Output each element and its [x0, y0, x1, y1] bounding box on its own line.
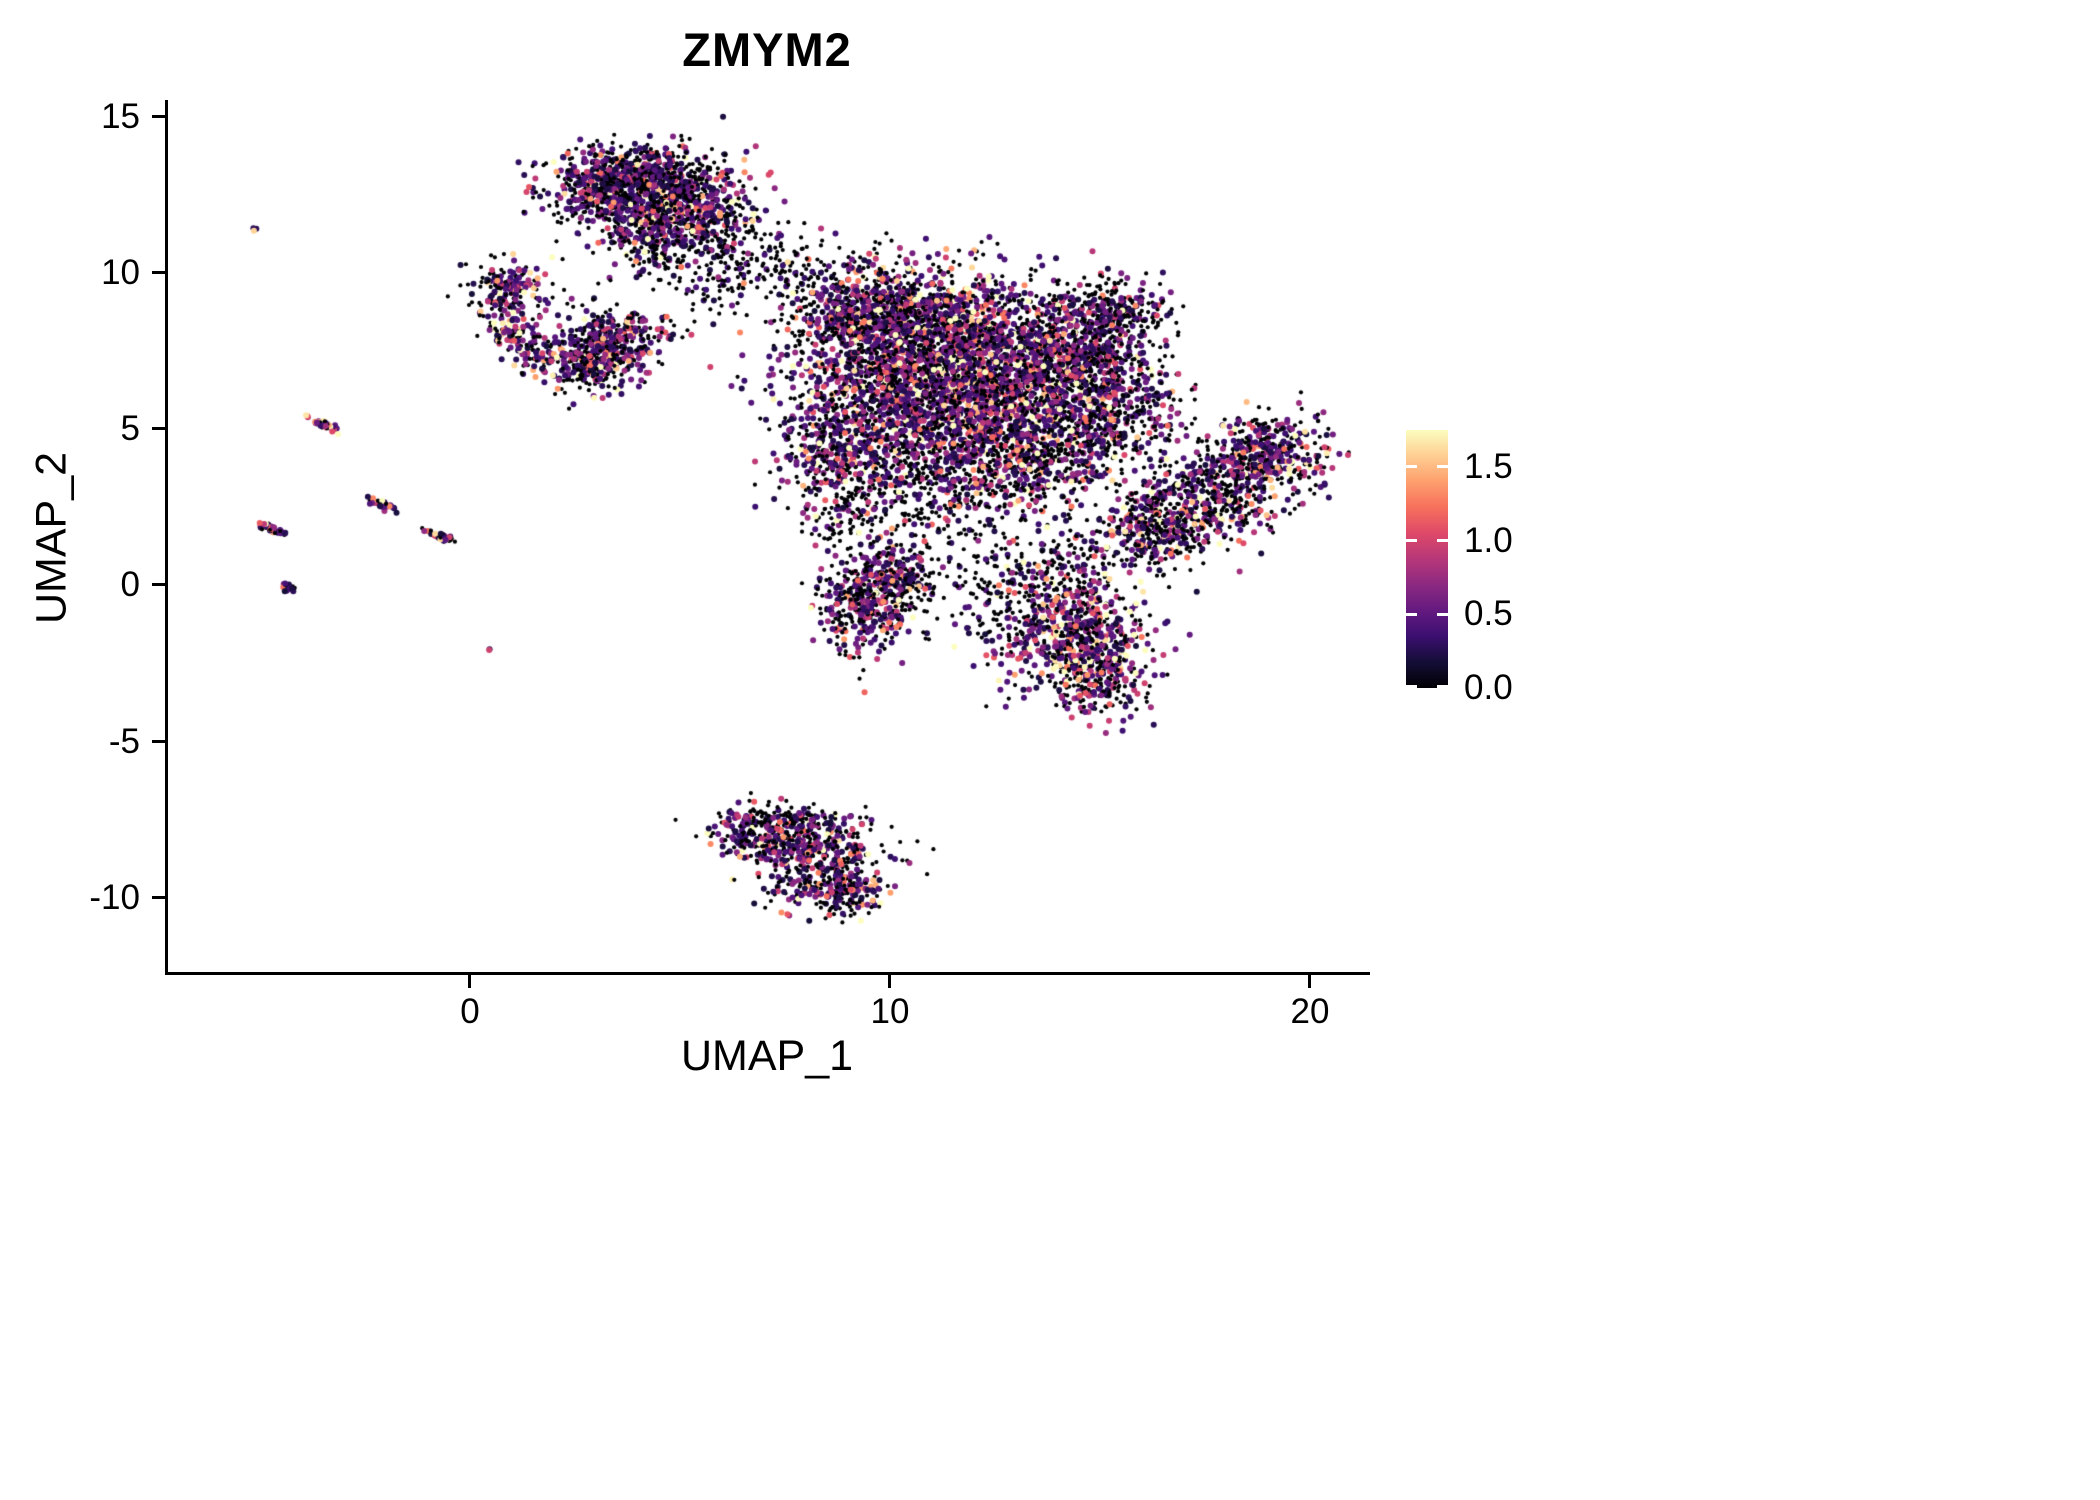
colorbar-tick-label: 0.0: [1464, 668, 1513, 707]
y-tick-mark: [152, 740, 165, 743]
y-tick-label: 10: [101, 253, 140, 292]
y-tick-label: 0: [120, 565, 140, 604]
y-tick-mark: [152, 427, 165, 430]
colorbar-tick-mark: [1406, 684, 1417, 688]
colorbar-tick-label: 1.0: [1464, 521, 1513, 560]
scatter-canvas: [167, 100, 1372, 975]
y-tick-mark: [152, 115, 165, 118]
colorbar-legend: [1406, 430, 1448, 688]
y-tick-label: 15: [101, 97, 140, 136]
colorbar-tick-label: 1.5: [1464, 447, 1513, 486]
y-tick-label: -10: [89, 878, 140, 917]
y-tick-label: 5: [120, 409, 140, 448]
x-tick-label: 0: [460, 992, 480, 1031]
plot-title: ZMYM2: [682, 23, 852, 76]
x-tick-mark: [1308, 975, 1311, 988]
colorbar-tick-mark: [1406, 612, 1417, 616]
colorbar-tick-mark: [1437, 612, 1448, 616]
colorbar-tick-mark: [1406, 539, 1417, 543]
x-tick-mark: [888, 975, 891, 988]
plot-panel: [165, 100, 1372, 975]
x-tick-label: 20: [1290, 992, 1330, 1031]
colorbar-tick-mark: [1437, 539, 1448, 543]
colorbar-tick-mark: [1406, 465, 1417, 469]
y-tick-mark: [152, 583, 165, 586]
colorbar-tick-mark: [1437, 684, 1448, 688]
x-axis-title: UMAP_1: [680, 1032, 854, 1080]
colorbar-gradient: [1406, 430, 1448, 688]
y-tick-mark: [152, 896, 165, 899]
x-tick-label: 10: [870, 992, 910, 1031]
colorbar-tick-mark: [1437, 465, 1448, 469]
colorbar-tick-label: 0.5: [1464, 594, 1513, 633]
y-axis-title: UMAP_2: [27, 451, 76, 625]
y-tick-mark: [152, 271, 165, 274]
x-tick-mark: [468, 975, 471, 988]
y-tick-label: -5: [108, 722, 140, 761]
